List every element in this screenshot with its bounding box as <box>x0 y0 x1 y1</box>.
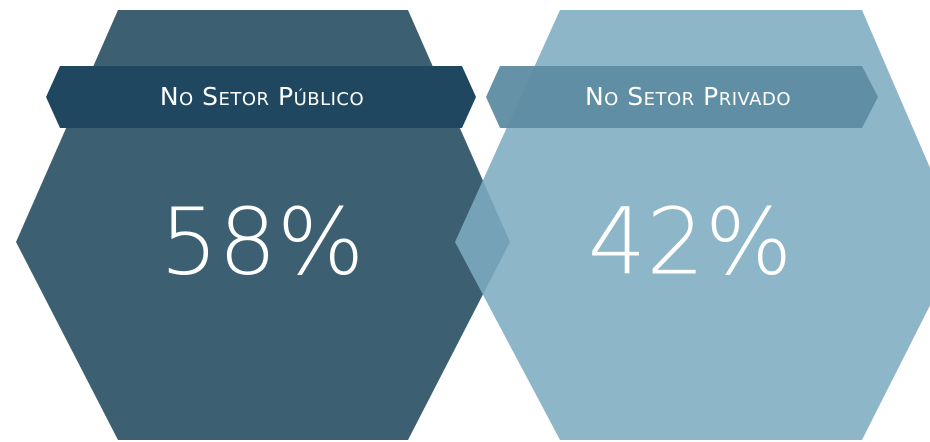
label-private: No Setor Privado <box>585 82 791 111</box>
value-public: 58% <box>160 189 364 296</box>
banner-private <box>486 66 878 128</box>
value-private: 42% <box>588 189 792 296</box>
label-public: No Setor Público <box>160 82 364 111</box>
banner-public <box>46 66 476 128</box>
